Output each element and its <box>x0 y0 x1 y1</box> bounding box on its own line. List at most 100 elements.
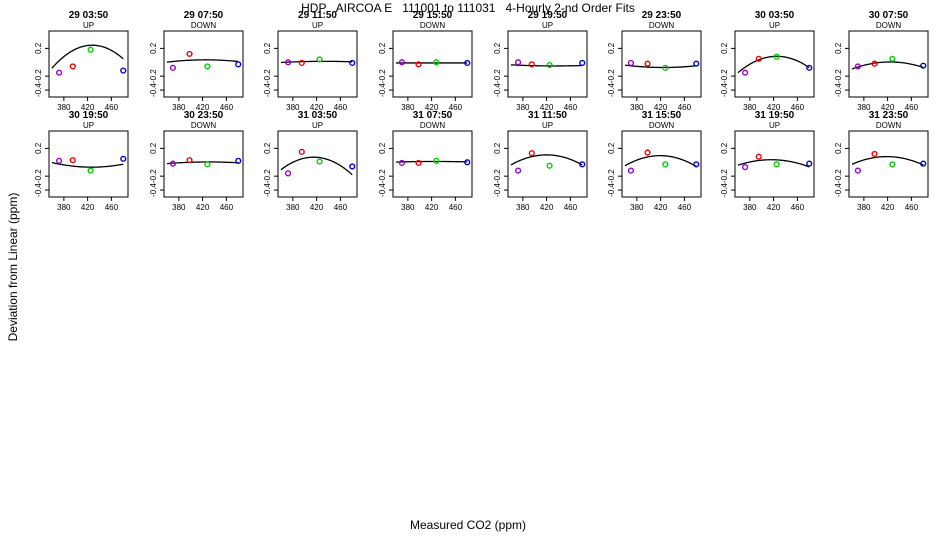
y-tick-label: -0.4 <box>834 183 843 197</box>
fit-curve <box>280 156 353 176</box>
y-tick-label: -0.2 <box>149 69 158 83</box>
data-point <box>920 160 927 167</box>
x-tick-label: 420 <box>425 103 439 112</box>
panel-title: 29 15:50 <box>413 10 453 21</box>
panel-frame <box>621 130 702 198</box>
data-point <box>662 64 669 71</box>
y-tick-label: -0.4 <box>720 83 729 97</box>
y-tick-label: -0.4 <box>493 83 502 97</box>
x-axis-label: Measured CO2 (ppm) <box>409 518 527 532</box>
x-tick-label: 380 <box>743 103 757 112</box>
y-tick-label: -0.4 <box>493 183 502 197</box>
x-tick-label: 420 <box>881 203 895 212</box>
y-tick-label: 0.2 <box>607 42 616 54</box>
panel-frame <box>163 130 244 198</box>
fit-curve <box>51 44 124 69</box>
panel-subtitle: UP <box>83 121 94 130</box>
panel-frame <box>48 130 129 198</box>
x-tick-label: 460 <box>564 203 578 212</box>
fit-curve <box>737 55 810 74</box>
y-tick-label: 0.2 <box>263 142 272 154</box>
data-point <box>806 160 813 167</box>
y-tick-label: 0.2 <box>34 142 43 154</box>
fit-curve <box>166 161 239 165</box>
data-point <box>235 157 242 164</box>
panel-title: 31 23:50 <box>869 110 909 121</box>
y-tick-label: -0.2 <box>263 69 272 83</box>
y-tick-label: 0.2 <box>720 42 729 54</box>
data-point <box>433 59 440 66</box>
y-tick-label: -0.2 <box>834 69 843 83</box>
panel-title: 30 19:50 <box>69 110 109 121</box>
x-tick-label: 460 <box>334 203 348 212</box>
data-point <box>644 60 651 67</box>
x-tick-label: 460 <box>678 103 692 112</box>
fit-curve <box>51 161 124 168</box>
x-tick-label: 380 <box>57 203 71 212</box>
y-tick-label: -0.4 <box>607 83 616 97</box>
fit-curve <box>510 154 583 166</box>
y-tick-label: 0.2 <box>34 42 43 54</box>
fit-curve <box>624 64 697 69</box>
data-point <box>627 59 635 67</box>
x-tick-label: 420 <box>310 203 324 212</box>
data-point <box>854 167 862 174</box>
data-point <box>644 149 651 156</box>
y-tick-label: -0.4 <box>378 83 387 97</box>
x-tick-label: 420 <box>81 103 95 112</box>
panel-frame <box>507 30 588 98</box>
panel-frame <box>848 30 929 98</box>
y-tick-label: 0.2 <box>378 42 387 54</box>
data-point <box>546 61 553 69</box>
x-tick-label: 380 <box>172 203 186 212</box>
data-point <box>889 161 896 168</box>
data-point <box>87 46 94 53</box>
y-tick-label: -0.4 <box>263 83 272 97</box>
y-tick-label: 0.2 <box>263 42 272 54</box>
panel-title: 29 23:50 <box>642 10 682 21</box>
panel-subtitle: UP <box>312 121 323 130</box>
y-tick-label: -0.4 <box>378 183 387 197</box>
y-tick-label: 0.2 <box>378 142 387 154</box>
panel-title: 31 15:50 <box>642 110 682 121</box>
y-tick-label: -0.4 <box>263 183 272 197</box>
x-tick-label: 420 <box>654 103 668 112</box>
x-tick-label: 420 <box>310 103 324 112</box>
x-tick-label: 420 <box>654 203 668 212</box>
y-tick-label: -0.2 <box>378 69 387 83</box>
x-tick-label: 420 <box>767 203 781 212</box>
y-tick-label: -0.2 <box>263 169 272 183</box>
x-tick-label: 460 <box>220 103 234 112</box>
panel-frame <box>48 30 129 98</box>
panel-title: 30 03:50 <box>755 10 795 21</box>
x-tick-label: 460 <box>905 203 919 212</box>
y-tick-label: -0.4 <box>720 183 729 197</box>
panel-frame <box>621 30 702 98</box>
y-tick-label: -0.2 <box>493 69 502 83</box>
data-point <box>316 158 323 165</box>
panel-title: 30 07:50 <box>869 10 909 21</box>
y-tick-label: 0.2 <box>149 142 158 154</box>
data-point <box>773 53 780 60</box>
data-point <box>693 161 700 168</box>
x-tick-label: 460 <box>105 203 119 212</box>
x-tick-label: 420 <box>196 203 210 212</box>
data-point <box>316 56 323 63</box>
data-point <box>433 157 440 164</box>
data-point <box>773 161 780 168</box>
y-tick-label: 0.2 <box>720 142 729 154</box>
panel-title: 31 07:50 <box>413 110 453 121</box>
data-point <box>349 163 356 170</box>
data-point <box>464 159 471 166</box>
panel-frame <box>392 130 473 198</box>
fit-curve <box>395 160 468 163</box>
